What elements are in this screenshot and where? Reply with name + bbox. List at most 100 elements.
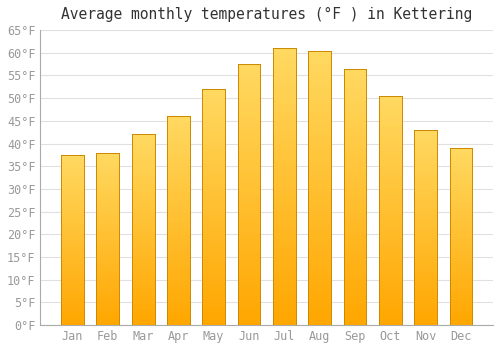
Bar bbox=[450, 195, 472, 197]
Bar bbox=[202, 127, 225, 131]
Bar bbox=[132, 273, 154, 275]
Bar bbox=[96, 306, 119, 308]
Bar bbox=[273, 270, 296, 273]
Bar bbox=[450, 223, 472, 226]
Bar bbox=[202, 284, 225, 287]
Bar bbox=[96, 252, 119, 254]
Bar bbox=[96, 178, 119, 181]
Bar bbox=[132, 321, 154, 323]
Bar bbox=[273, 208, 296, 211]
Bar bbox=[450, 263, 472, 265]
Bar bbox=[344, 133, 366, 136]
Bar bbox=[96, 262, 119, 265]
Bar bbox=[344, 130, 366, 133]
Bar bbox=[379, 282, 402, 285]
Bar bbox=[202, 178, 225, 181]
Bar bbox=[61, 172, 84, 174]
Bar bbox=[273, 239, 296, 242]
Bar bbox=[414, 176, 437, 179]
Bar bbox=[308, 82, 331, 85]
Bar bbox=[273, 190, 296, 194]
Bar bbox=[61, 229, 84, 232]
Bar bbox=[308, 150, 331, 154]
Bar bbox=[202, 313, 225, 316]
Bar bbox=[96, 280, 119, 282]
Bar bbox=[450, 252, 472, 254]
Bar bbox=[379, 245, 402, 248]
Bar bbox=[273, 211, 296, 215]
Bar bbox=[414, 269, 437, 272]
Bar bbox=[96, 282, 119, 284]
Bar bbox=[238, 100, 260, 103]
Bar bbox=[202, 225, 225, 228]
Bar bbox=[202, 181, 225, 183]
Bar bbox=[344, 136, 366, 139]
Bar bbox=[132, 170, 154, 173]
Bar bbox=[344, 88, 366, 91]
Bar bbox=[167, 179, 190, 182]
Bar bbox=[414, 205, 437, 208]
Bar bbox=[450, 270, 472, 272]
Bar bbox=[414, 179, 437, 181]
Bar bbox=[379, 262, 402, 265]
Bar bbox=[308, 229, 331, 232]
Bar bbox=[379, 99, 402, 101]
Bar bbox=[132, 156, 154, 158]
Bar bbox=[96, 183, 119, 185]
Bar bbox=[202, 275, 225, 278]
Bar bbox=[414, 164, 437, 167]
Bar bbox=[202, 145, 225, 148]
Bar bbox=[414, 218, 437, 220]
Bar bbox=[308, 119, 331, 122]
Bar bbox=[379, 274, 402, 276]
Bar bbox=[450, 285, 472, 288]
Bar bbox=[273, 76, 296, 79]
Bar bbox=[202, 243, 225, 245]
Bar bbox=[273, 221, 296, 225]
Bar bbox=[96, 200, 119, 202]
Bar bbox=[202, 119, 225, 121]
Bar bbox=[96, 226, 119, 228]
Bar bbox=[167, 307, 190, 309]
Bar bbox=[379, 176, 402, 179]
Bar bbox=[96, 168, 119, 170]
Bar bbox=[450, 181, 472, 183]
Bar bbox=[273, 93, 296, 97]
Bar bbox=[414, 267, 437, 269]
Bar bbox=[202, 281, 225, 284]
Bar bbox=[61, 178, 84, 181]
Bar bbox=[202, 172, 225, 175]
Bar bbox=[308, 250, 331, 253]
Bar bbox=[61, 253, 84, 255]
Bar bbox=[450, 274, 472, 277]
Bar bbox=[273, 204, 296, 208]
Bar bbox=[308, 112, 331, 116]
Bar bbox=[167, 148, 190, 150]
Bar bbox=[61, 285, 84, 287]
Bar bbox=[308, 147, 331, 150]
Bar bbox=[450, 179, 472, 181]
Bar bbox=[379, 153, 402, 156]
Bar bbox=[132, 206, 154, 208]
Bar bbox=[167, 289, 190, 291]
Bar bbox=[414, 242, 437, 245]
Bar bbox=[167, 221, 190, 223]
Bar bbox=[379, 168, 402, 170]
Bar bbox=[273, 52, 296, 55]
Bar bbox=[379, 105, 402, 107]
Bar bbox=[273, 215, 296, 218]
Bar bbox=[61, 283, 84, 285]
Bar bbox=[238, 322, 260, 325]
Bar bbox=[96, 163, 119, 166]
Bar bbox=[344, 72, 366, 75]
Bar bbox=[61, 170, 84, 172]
Bar bbox=[132, 323, 154, 325]
Bar bbox=[61, 212, 84, 215]
Bar bbox=[61, 244, 84, 246]
Bar bbox=[202, 169, 225, 172]
Bar bbox=[238, 165, 260, 169]
Bar bbox=[450, 173, 472, 175]
Bar bbox=[273, 256, 296, 259]
Bar bbox=[132, 289, 154, 292]
Bar bbox=[132, 244, 154, 246]
